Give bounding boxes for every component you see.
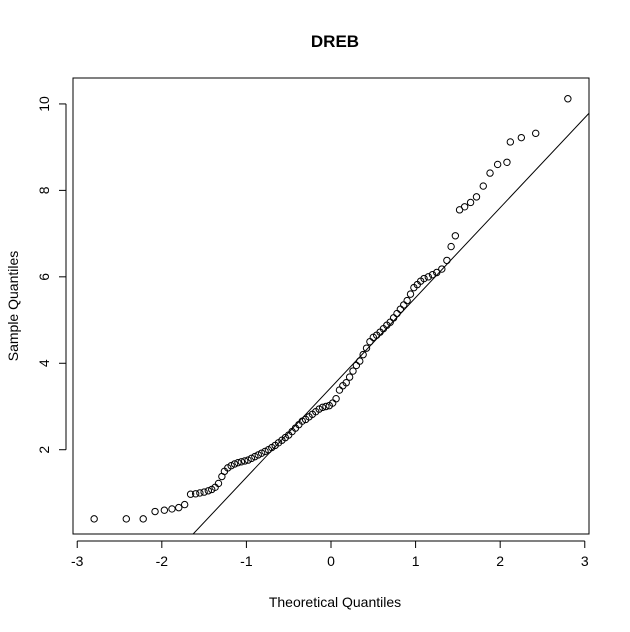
- data-point: [237, 458, 246, 466]
- data-point: [168, 505, 176, 513]
- data-point: [460, 203, 469, 211]
- data-point: [200, 488, 208, 496]
- data-point: [447, 242, 455, 251]
- x-tick-label: 0: [327, 553, 335, 569]
- data-point: [564, 95, 572, 103]
- data-point: [214, 479, 223, 488]
- y-tick-label: 10: [36, 96, 52, 112]
- plot-region: [90, 95, 589, 534]
- data-point: [186, 490, 195, 498]
- data-point: [335, 386, 344, 394]
- x-tick-label: 1: [412, 553, 420, 569]
- data-point: [359, 350, 367, 359]
- data-point: [443, 256, 451, 265]
- data-point: [438, 265, 446, 273]
- data-point: [400, 301, 408, 309]
- data-point: [345, 373, 354, 381]
- y-tick-label: 6: [36, 273, 52, 281]
- data-point: [191, 490, 200, 498]
- data-point: [493, 160, 502, 169]
- data-point: [466, 198, 475, 207]
- x-axis-title: Theoretical Quantiles: [269, 594, 401, 610]
- y-tick-label: 8: [36, 186, 52, 194]
- data-point: [234, 458, 242, 467]
- data-point: [342, 379, 350, 387]
- data-point: [451, 232, 460, 240]
- data-point: [472, 193, 481, 201]
- data-point: [122, 515, 130, 523]
- x-tick-label: 3: [581, 553, 589, 569]
- data-point: [406, 290, 415, 298]
- data-point: [393, 309, 401, 318]
- data-point: [403, 296, 411, 305]
- data-point: [366, 337, 374, 346]
- x-tick-label: -1: [240, 553, 253, 569]
- plot-frame: [72, 77, 590, 535]
- data-point: [532, 129, 540, 138]
- y-tick-label: 2: [36, 446, 52, 454]
- y-axis: 2 4 6 8 10: [36, 96, 67, 454]
- data-point: [151, 507, 159, 516]
- data-point: [318, 403, 327, 412]
- data-point: [332, 395, 340, 403]
- data-point: [139, 515, 147, 523]
- data-point: [362, 344, 371, 352]
- data-point: [396, 305, 405, 313]
- y-tick-label: 4: [36, 359, 52, 367]
- x-tick-label: -3: [71, 553, 84, 569]
- y-axis-title: Sample Quantiles: [5, 251, 21, 362]
- data-point: [180, 500, 189, 509]
- data-point: [356, 357, 364, 365]
- data-point: [486, 169, 494, 177]
- data-point: [204, 487, 213, 495]
- data-point: [322, 402, 330, 411]
- data-point: [160, 506, 169, 514]
- x-axis: -3 -2 -1 0 1 2 3: [71, 540, 589, 569]
- data-point: [433, 268, 441, 277]
- chart-title: DREB: [311, 32, 359, 51]
- x-tick-label: -2: [156, 553, 169, 569]
- reference-line: [192, 112, 589, 534]
- data-point: [479, 182, 487, 190]
- data-point: [517, 133, 526, 142]
- data-point: [428, 270, 437, 279]
- data-point: [175, 503, 183, 512]
- data-point: [196, 489, 204, 497]
- data-point: [424, 273, 432, 281]
- data-point: [241, 457, 249, 465]
- data-point: [506, 138, 515, 146]
- data-point: [420, 274, 428, 283]
- data-point: [349, 367, 357, 375]
- data-point: [352, 361, 361, 370]
- x-tick-label: 2: [496, 553, 504, 569]
- data-point: [503, 158, 511, 166]
- data-point: [230, 460, 239, 468]
- data-point: [90, 515, 98, 523]
